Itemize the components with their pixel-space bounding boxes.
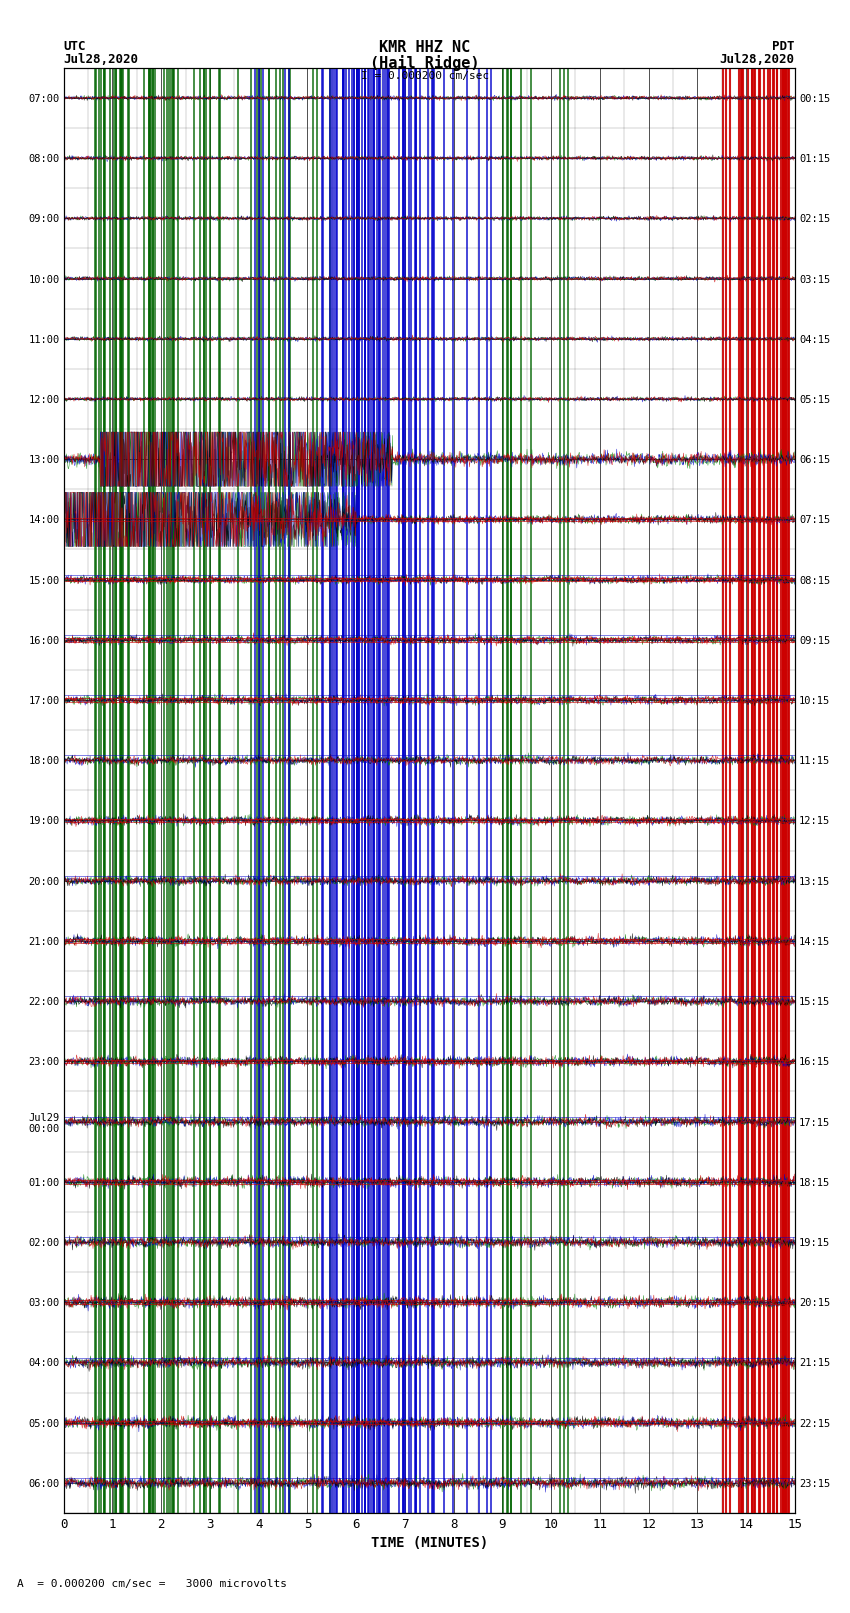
Text: (Hail Ridge): (Hail Ridge) [371, 55, 479, 71]
Text: A  = 0.000200 cm/sec =   3000 microvolts: A = 0.000200 cm/sec = 3000 microvolts [17, 1579, 287, 1589]
Text: PDT: PDT [773, 40, 795, 53]
X-axis label: TIME (MINUTES): TIME (MINUTES) [371, 1537, 488, 1550]
Text: I = 0.000200 cm/sec: I = 0.000200 cm/sec [361, 71, 489, 81]
Text: Jul28,2020: Jul28,2020 [720, 53, 795, 66]
Text: Jul28,2020: Jul28,2020 [64, 53, 139, 66]
Text: KMR HHZ NC: KMR HHZ NC [379, 40, 471, 55]
Text: UTC: UTC [64, 40, 86, 53]
